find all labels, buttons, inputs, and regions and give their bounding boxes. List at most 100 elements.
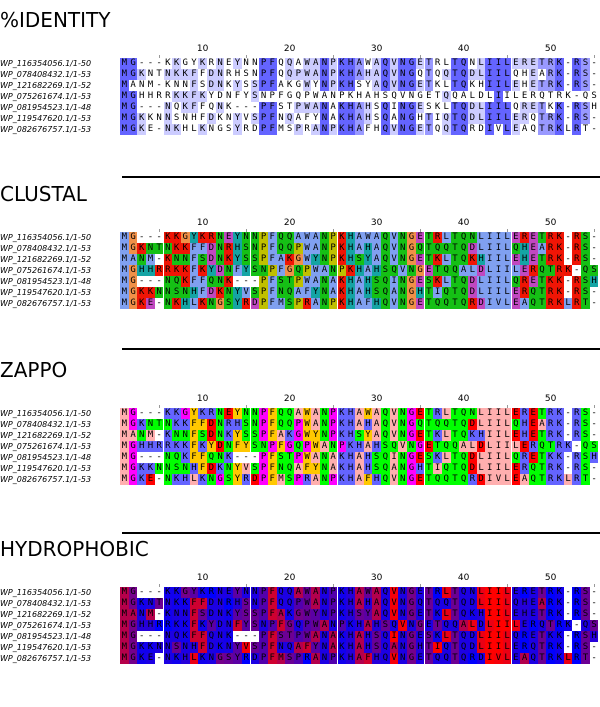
residue-cell: -	[564, 243, 573, 254]
residue-cell: G	[407, 598, 416, 609]
residue-cell: N	[155, 463, 164, 474]
residue-cell: G	[181, 58, 190, 69]
residue-cell: A	[294, 587, 303, 598]
residue-cell: A	[277, 254, 286, 265]
residue-cell: H	[346, 69, 355, 80]
residue-cell: N	[216, 102, 225, 113]
residue-cell: I	[485, 452, 494, 463]
residue-cell: R	[468, 298, 477, 309]
residue-cell: T	[285, 276, 294, 287]
residue-cell: H	[346, 430, 355, 441]
residue-cell: I	[485, 408, 494, 419]
residue-cell: A	[372, 408, 381, 419]
residue-cell: T	[451, 452, 460, 463]
residue-cell: L	[512, 265, 521, 276]
residue-cell: L	[442, 276, 451, 287]
residue-cell: F	[268, 254, 277, 265]
residue-cell: Q	[294, 441, 303, 452]
residue-cell: K	[146, 642, 155, 653]
residue-cell: S	[251, 91, 260, 102]
ruler-label: 50	[545, 44, 556, 54]
residue-cell: F	[233, 441, 242, 452]
residue-cell: S	[251, 620, 260, 631]
residue-cell: Y	[190, 587, 199, 598]
residue-cell: Q	[433, 69, 442, 80]
residue-cell: F	[364, 124, 373, 135]
residue-cell: E	[425, 441, 434, 452]
residue-cell: V	[242, 463, 251, 474]
residue-cell: Q	[581, 441, 590, 452]
sequence-name: WP_121682269.1/1-52	[0, 430, 118, 441]
residue-cell: R	[207, 58, 216, 69]
residue-cell: F	[268, 631, 277, 642]
residue-cell: H	[346, 419, 355, 430]
residue-cell: Y	[233, 463, 242, 474]
residue-cell: A	[355, 598, 364, 609]
residue-cell: E	[520, 91, 529, 102]
residue-cell: D	[216, 91, 225, 102]
residue-cell: Q	[442, 598, 451, 609]
residue-cell: K	[468, 254, 477, 265]
ruler-label: 20	[284, 573, 295, 583]
residue-cell: R	[572, 80, 581, 91]
residue-cell: E	[512, 653, 521, 664]
residue-cell: N	[320, 653, 329, 664]
residue-cell: K	[285, 254, 294, 265]
residue-cell: R	[546, 598, 555, 609]
residue-cell: W	[364, 587, 373, 598]
residue-cell: -	[564, 430, 573, 441]
residue-cell: N	[181, 254, 190, 265]
residue-cell: S	[581, 430, 590, 441]
residue-cell: P	[294, 631, 303, 642]
residue-cell: Q	[442, 124, 451, 135]
residue-cell: T	[425, 113, 434, 124]
residue-cell: T	[451, 80, 460, 91]
residue-cell: -	[564, 232, 573, 243]
residue-cell: A	[329, 276, 338, 287]
residue-cell: T	[425, 298, 434, 309]
residue-cell: A	[364, 620, 373, 631]
residue-cell: Y	[233, 642, 242, 653]
residue-cell: H	[364, 598, 373, 609]
residue-cell: K	[433, 609, 442, 620]
residue-cell: E	[416, 80, 425, 91]
residue-cell: V	[390, 598, 399, 609]
residue-cell: K	[555, 58, 564, 69]
sequence-name: WP_116354056.1/1-50	[0, 58, 118, 69]
residue-cell: R	[520, 287, 529, 298]
residue-cell: K	[146, 287, 155, 298]
residue-cell: G	[285, 91, 294, 102]
residue-cell: R	[572, 642, 581, 653]
residue-cell: H	[346, 642, 355, 653]
residue-cell: Q	[381, 452, 390, 463]
residue-cell: N	[164, 631, 173, 642]
residue-cell: I	[485, 430, 494, 441]
residue-cell: N	[181, 463, 190, 474]
residue-cell: K	[546, 102, 555, 113]
residue-cell: P	[259, 587, 268, 598]
residue-cell: K	[468, 430, 477, 441]
residue-cell: K	[555, 430, 564, 441]
residue-cell: Q	[416, 598, 425, 609]
residue-cell: Q	[207, 276, 216, 287]
residue-cell: H	[346, 631, 355, 642]
sequence-name: WP_121682269.1/1-52	[0, 609, 118, 620]
residue-cell: L	[503, 452, 512, 463]
residue-cell: K	[338, 598, 347, 609]
residue-cell: N	[320, 631, 329, 642]
residue-cell: E	[146, 653, 155, 664]
residue-cell: T	[451, 243, 460, 254]
residue-cell: V	[242, 287, 251, 298]
residue-cell: Q	[459, 232, 468, 243]
residue-cell: D	[216, 265, 225, 276]
residue-cell: N	[251, 243, 260, 254]
residue-cell: Q	[442, 69, 451, 80]
residue-cell: G	[407, 419, 416, 430]
residue-cell: R	[572, 102, 581, 113]
ruler-label: 30	[371, 44, 382, 54]
residue-cell: D	[207, 419, 216, 430]
residue-cell: Q	[381, 58, 390, 69]
